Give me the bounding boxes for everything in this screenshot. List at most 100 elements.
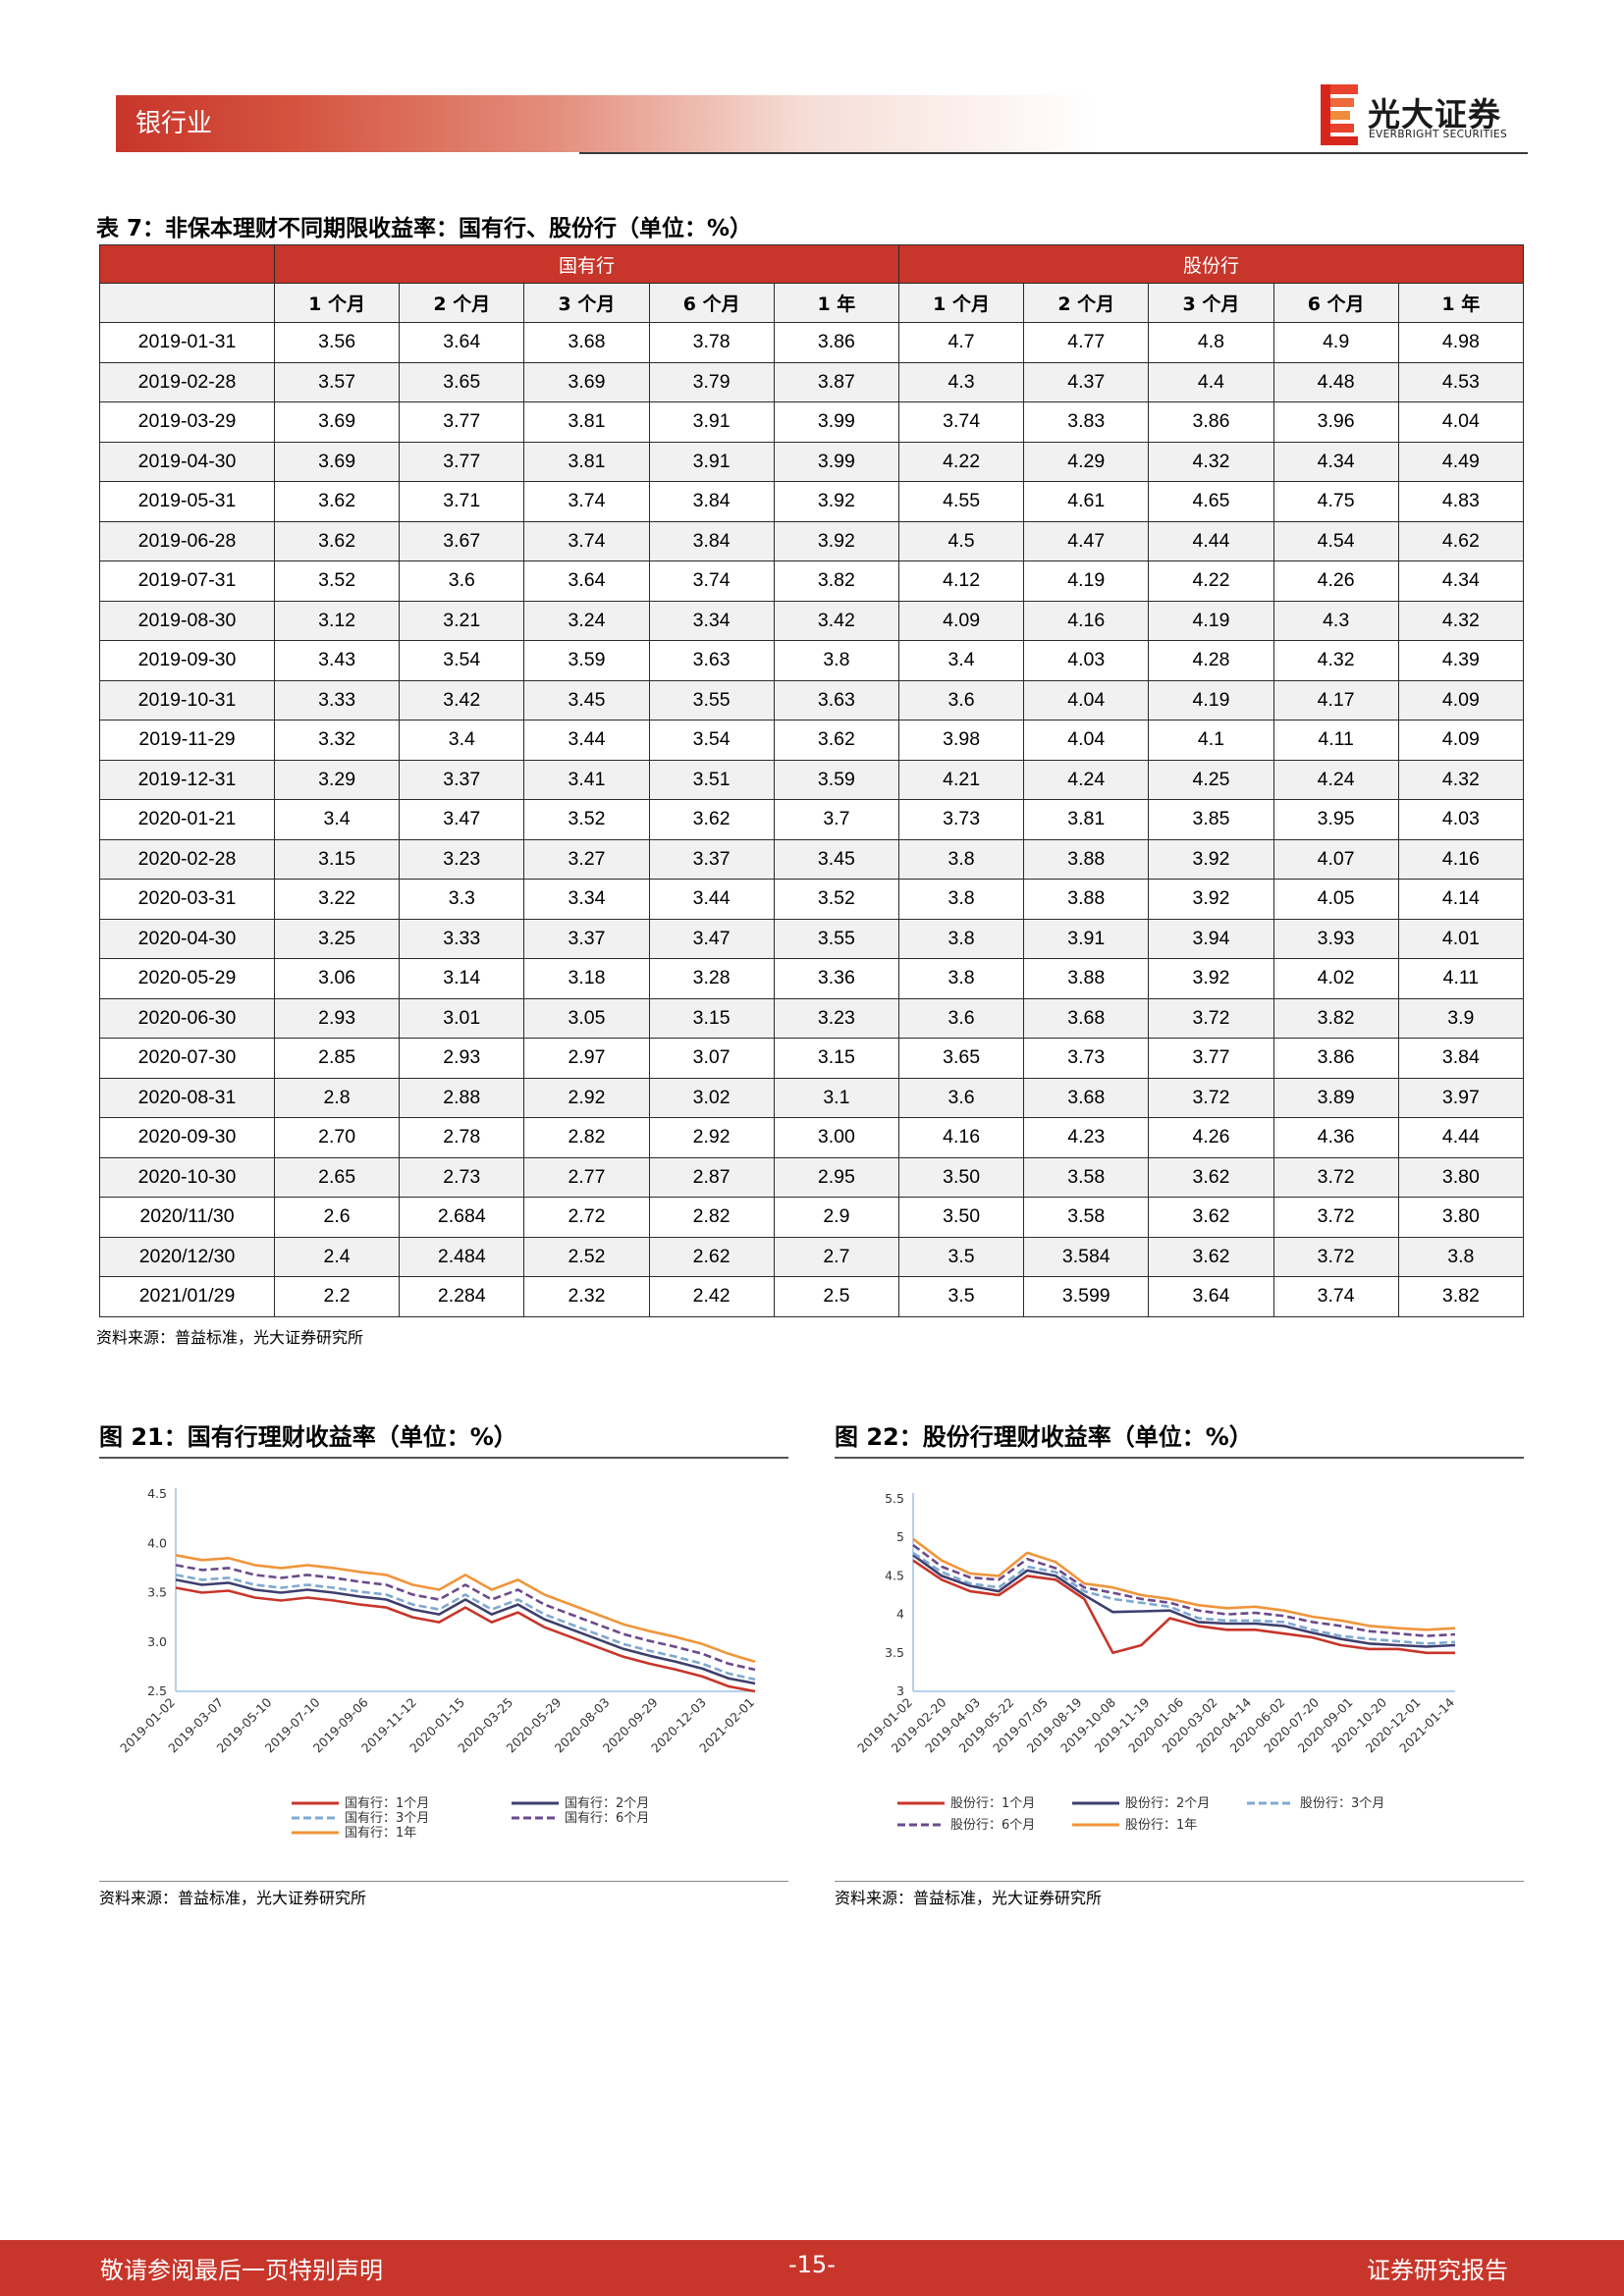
yield-cell: 3.72 bbox=[1148, 1077, 1274, 1118]
yield-cell: 3.18 bbox=[523, 958, 650, 999]
yield-cell: 3.84 bbox=[648, 520, 775, 561]
yield-cell: 4.22 bbox=[1148, 561, 1274, 602]
yield-cell: 3.84 bbox=[1397, 1038, 1524, 1079]
table-title: 表 7：非保本理财不同期限收益率：国有行、股份行（单位：%） bbox=[96, 216, 753, 241]
yield-cell: 4.09 bbox=[1397, 679, 1524, 721]
date-cell: 2021/01/29 bbox=[99, 1276, 275, 1317]
figure-22-title: 图 22：股份行理财收益率（单位：%） bbox=[835, 1423, 1253, 1451]
yield-cell: 3.86 bbox=[773, 322, 899, 363]
term-header: 1 个月 bbox=[273, 283, 401, 323]
y-tick-label: 4.5 bbox=[147, 1486, 167, 1501]
date-cell: 2020-09-30 bbox=[99, 1117, 275, 1158]
table-row: 2020-09-30 2.70 2.78 2.82 2.92 3.00 4.16 4.23 4.… bbox=[99, 1117, 1524, 1158]
yield-cell: 2.65 bbox=[273, 1156, 401, 1198]
yield-cell: 4.26 bbox=[1148, 1117, 1274, 1158]
table-row: 2019-05-31 3.62 3.71 3.74 3.84 3.92 4.55 4.61 4.… bbox=[99, 481, 1524, 522]
yield-cell: 3.42 bbox=[773, 600, 899, 641]
yield-cell: 4.49 bbox=[1397, 441, 1524, 482]
yield-cell: 3.59 bbox=[773, 759, 899, 800]
yield-cell: 3.32 bbox=[273, 720, 401, 761]
yield-cell: 3.63 bbox=[773, 679, 899, 721]
yield-cell: 3.62 bbox=[648, 799, 775, 840]
yield-cell: 3.15 bbox=[273, 838, 401, 880]
yield-cell: 3.72 bbox=[1148, 997, 1274, 1039]
date-cell: 2019-09-30 bbox=[99, 640, 275, 681]
table-row: 2019-01-31 3.56 3.64 3.68 3.78 3.86 4.7 4.77 4.8… bbox=[99, 322, 1524, 363]
yield-cell: 3.92 bbox=[1148, 879, 1274, 920]
yield-cell: 2.95 bbox=[773, 1156, 899, 1198]
yield-cell: 3.77 bbox=[1148, 1038, 1274, 1079]
yield-cell: 3.00 bbox=[773, 1117, 899, 1158]
yield-cell: 3.77 bbox=[399, 401, 525, 443]
yield-cell: 3.01 bbox=[399, 997, 525, 1039]
yield-cell: 3.22 bbox=[273, 879, 401, 920]
term-header: 6 个月 bbox=[648, 283, 775, 323]
yield-cell: 3.4 bbox=[897, 640, 1025, 681]
yield-cell: 2.78 bbox=[399, 1117, 525, 1158]
figure-21-bottom-rule bbox=[99, 1881, 788, 1882]
date-cell: 2019-10-31 bbox=[99, 679, 275, 721]
yield-cell: 3.58 bbox=[1023, 1156, 1150, 1198]
yield-cell: 3.69 bbox=[523, 361, 650, 402]
date-cell: 2020-01-21 bbox=[99, 799, 275, 840]
yield-cell: 3.86 bbox=[1148, 401, 1274, 443]
table-row: 2019-02-28 3.57 3.65 3.69 3.79 3.87 4.3 4.37 4.4… bbox=[99, 361, 1524, 402]
yield-cell: 3.21 bbox=[399, 600, 525, 641]
yield-cell: 3.91 bbox=[1023, 918, 1150, 959]
yield-cell: 2.5 bbox=[773, 1276, 899, 1317]
yield-cell: 4.3 bbox=[897, 361, 1025, 402]
legend-label: 股份行：1个月 bbox=[950, 1796, 1035, 1811]
yield-cell: 4.19 bbox=[1148, 679, 1274, 721]
yield-cell: 3.83 bbox=[1023, 401, 1150, 443]
yield-cell: 3.47 bbox=[399, 799, 525, 840]
yield-cell: 3.65 bbox=[897, 1038, 1025, 1079]
y-tick-label: 4 bbox=[896, 1607, 904, 1622]
legend-label: 国有行：6个月 bbox=[565, 1811, 649, 1826]
table-row: 2021/01/29 2.2 2.284 2.32 2.42 2.5 3.5 3.599 3.6… bbox=[99, 1276, 1524, 1317]
yield-cell: 2.97 bbox=[523, 1038, 650, 1079]
yield-cell: 2.284 bbox=[399, 1276, 525, 1317]
logo-text-cn: 光大证券 bbox=[1368, 95, 1501, 133]
y-tick-label: 4.5 bbox=[885, 1568, 904, 1582]
yield-cell: 2.92 bbox=[648, 1117, 775, 1158]
group-header-state-banks: 国有行 bbox=[274, 244, 899, 284]
yield-cell: 3.77 bbox=[399, 441, 525, 482]
table-row: 2020/12/30 2.4 2.484 2.52 2.62 2.7 3.5 3.584 3.6… bbox=[99, 1236, 1524, 1277]
yield-cell: 3.62 bbox=[273, 520, 401, 561]
figure-22-source: 资料来源：普益标准，光大证券研究所 bbox=[835, 1889, 1103, 1907]
yield-cell: 3.98 bbox=[897, 720, 1025, 761]
yield-cell: 4.62 bbox=[1397, 520, 1524, 561]
yield-cell: 3.56 bbox=[273, 322, 401, 363]
yield-cell: 2.72 bbox=[523, 1197, 650, 1238]
yield-cell: 4.04 bbox=[1023, 720, 1150, 761]
figure-21-source: 资料来源：普益标准，光大证券研究所 bbox=[99, 1889, 367, 1907]
series-line-4 bbox=[912, 1537, 1456, 1631]
date-cell: 2019-12-31 bbox=[99, 759, 275, 800]
yield-cell: 4.14 bbox=[1397, 879, 1524, 920]
series-line-3 bbox=[175, 1564, 756, 1672]
table-source: 资料来源：普益标准，光大证券研究所 bbox=[96, 1328, 364, 1347]
yield-cell: 3.02 bbox=[648, 1077, 775, 1118]
date-cell: 2020-04-30 bbox=[99, 918, 275, 959]
yield-cell: 3.23 bbox=[773, 997, 899, 1039]
yield-cell: 4.53 bbox=[1397, 361, 1524, 402]
yield-cell: 3.95 bbox=[1272, 799, 1399, 840]
yield-cell: 4.07 bbox=[1272, 838, 1399, 880]
yield-cell: 2.92 bbox=[523, 1077, 650, 1118]
term-header: 1 个月 bbox=[897, 283, 1025, 323]
yield-cell: 3.99 bbox=[773, 401, 899, 443]
yield-cell: 3.584 bbox=[1023, 1236, 1150, 1277]
legend-label: 股份行：1年 bbox=[1125, 1818, 1197, 1833]
yield-cell: 3.55 bbox=[648, 679, 775, 721]
yield-cell: 3.91 bbox=[648, 441, 775, 482]
yield-cell: 4.02 bbox=[1272, 958, 1399, 999]
legend-label: 国有行：1个月 bbox=[345, 1796, 429, 1811]
yield-cell: 4.19 bbox=[1023, 561, 1150, 602]
date-cell: 2019-07-31 bbox=[99, 561, 275, 602]
date-cell: 2020-10-30 bbox=[99, 1156, 275, 1198]
yield-cell: 4.32 bbox=[1397, 600, 1524, 641]
yield-cell: 3.79 bbox=[648, 361, 775, 402]
yield-cell: 3.54 bbox=[648, 720, 775, 761]
yield-cell: 3.7 bbox=[773, 799, 899, 840]
yield-cell: 2.32 bbox=[523, 1276, 650, 1317]
